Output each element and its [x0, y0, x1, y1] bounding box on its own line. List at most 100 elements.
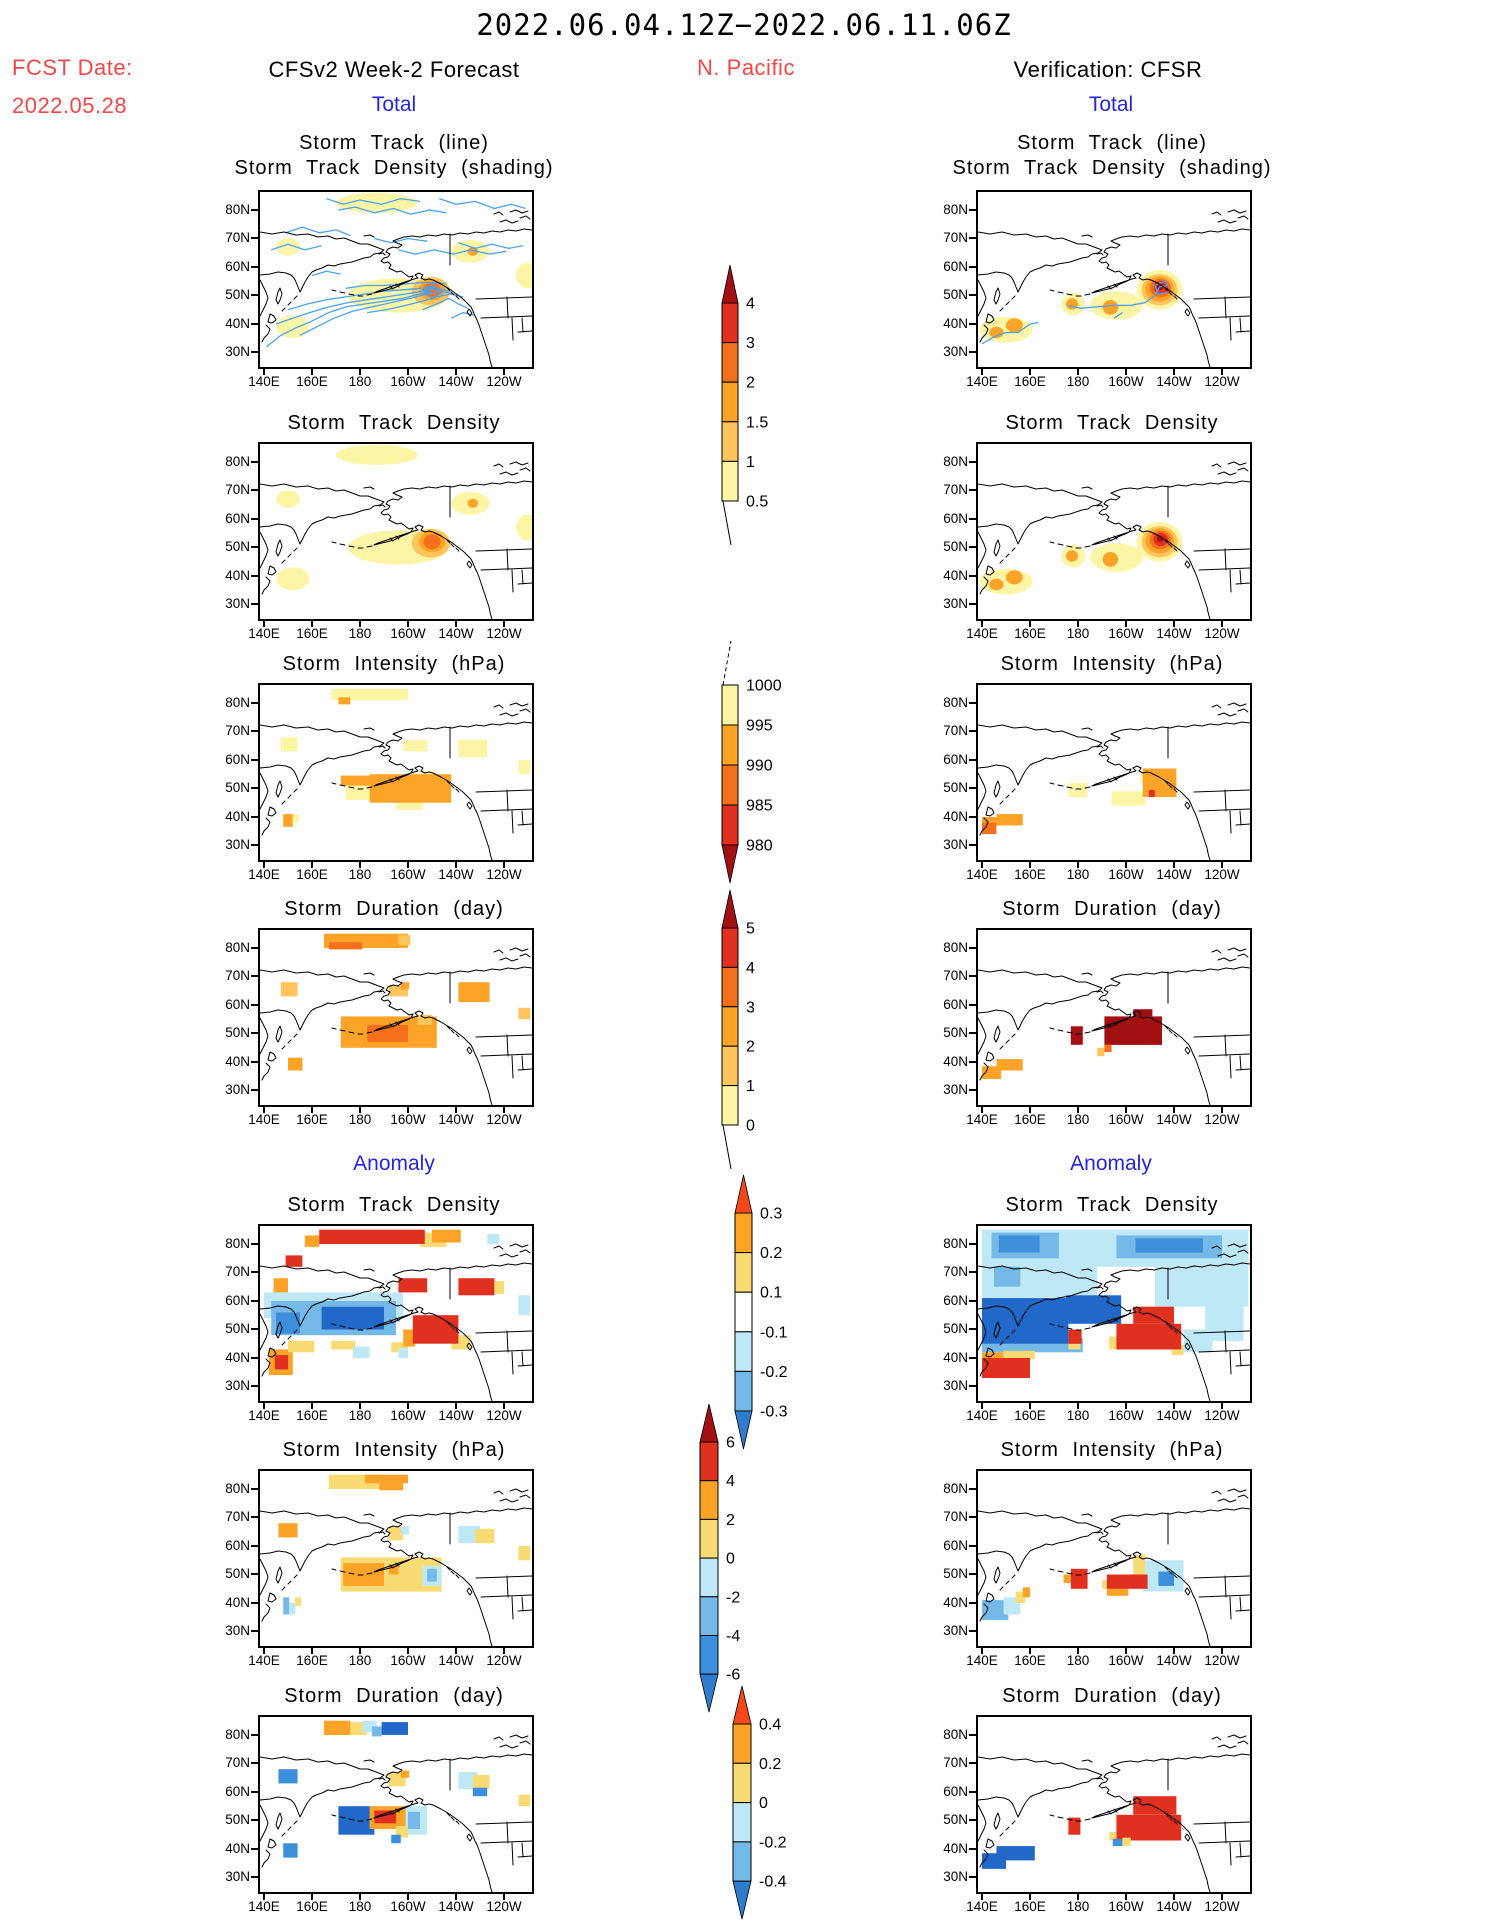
lat-tick-mark — [969, 574, 976, 577]
lon-tick-label: 140W — [438, 1408, 474, 1423]
lon-tick-mark — [1125, 862, 1127, 868]
lon-tick-label: 120W — [486, 1408, 522, 1423]
lon-tick-label: 160E — [1014, 1408, 1046, 1423]
lat-tick-mark — [969, 1299, 976, 1302]
lon-tick-label: 160W — [390, 626, 426, 641]
lat-tick-label: 30N — [225, 1623, 250, 1639]
lat-tick-label: 40N — [943, 315, 968, 331]
lat-tick-mark — [969, 758, 976, 761]
colorbar-canvas: 6 4 2 0 -2 -4 -6 — [699, 1403, 740, 1713]
lat-tick-label: 70N — [225, 482, 250, 498]
panel-title: Storm Intensity (hPa) — [916, 652, 1308, 677]
lon-tick-label: 120W — [486, 1899, 522, 1914]
lon-tick-mark — [1221, 1403, 1223, 1409]
lon-tick-mark — [263, 1648, 265, 1654]
lat-tick-label: 30N — [943, 1623, 968, 1639]
lon-tick-label: 160E — [1014, 626, 1046, 641]
lat-tick-mark — [969, 208, 976, 211]
lon-tick-mark — [1125, 1403, 1127, 1409]
lon-tick-label: 140W — [1156, 1408, 1192, 1423]
lon-tick-label: 160E — [296, 626, 328, 641]
lon-tick-label: 140W — [438, 1112, 474, 1127]
lat-tick-label: 30N — [943, 1378, 968, 1394]
map-forecast-anomaly-intensity: 80N 70N 60N 50N 40N 30N 140E 160E 180 160W 140W 120… — [225, 1469, 534, 1668]
lon-tick-mark — [1221, 862, 1223, 868]
lat-tick-label: 70N — [943, 1755, 968, 1771]
lat-tick-mark — [969, 265, 976, 268]
panel-title-line: Storm Track (line) — [299, 132, 489, 154]
lat-tick-label: 40N — [225, 808, 250, 824]
lat-tick-mark — [969, 603, 976, 606]
lon-tick-label: 140W — [1156, 1112, 1192, 1127]
lon-tick-label: 160E — [1014, 1653, 1046, 1668]
lon-tick-mark — [311, 1403, 313, 1409]
map-canvas — [978, 1229, 1250, 1401]
panel-title: Storm Track (line) Storm Track Density (… — [198, 131, 590, 181]
lat-tick-mark — [969, 1032, 976, 1035]
lat-tick-label: 70N — [943, 968, 968, 984]
lon-tick-mark — [1173, 1107, 1175, 1113]
lon-tick-mark — [407, 1107, 409, 1113]
lat-tick-label: 30N — [225, 596, 250, 612]
colorbar-tick-label: 980 — [746, 838, 773, 855]
lon-tick-mark — [981, 1107, 983, 1113]
colorbar-canvas: 0.4 0.2 0 -0.2 -0.4 — [732, 1685, 787, 1920]
lat-tick-mark — [969, 1630, 976, 1633]
colorbar-anomaly-intensity: 6 4 2 0 -2 -4 -6 — [688, 1390, 798, 1731]
map-canvas — [260, 192, 532, 367]
map-verification-anomaly-track-density: 80N 70N 60N 50N 40N 30N 140E 160E 180 160W 140W 120… — [943, 1224, 1252, 1423]
lon-tick-mark — [1077, 369, 1079, 375]
panel-title: Storm Track Density — [198, 411, 590, 436]
lon-tick-label: 160W — [390, 1408, 426, 1423]
colorbar-bottom-tail — [722, 1124, 732, 1170]
lat-tick-label: 60N — [943, 1537, 968, 1553]
lon-tick-mark — [359, 369, 361, 375]
lat-tick-mark — [251, 322, 258, 325]
lon-tick-mark — [359, 1107, 361, 1113]
map-verification-storm-track: 80N 70N 60N 50N 40N 30N 140E 160E 180 160W 140W 120… — [943, 190, 1252, 389]
lat-tick-mark — [969, 701, 976, 704]
lon-tick-label: 160W — [1108, 1112, 1144, 1127]
lat-tick-label: 30N — [225, 837, 250, 853]
lon-tick-mark — [1125, 621, 1127, 627]
lat-tick-label: 60N — [225, 1292, 250, 1308]
lat-tick-mark — [251, 1003, 258, 1006]
lon-tick-label: 140E — [248, 867, 280, 882]
lon-tick-mark — [407, 621, 409, 627]
lat-tick-mark — [969, 815, 976, 818]
lon-tick-label: 160E — [296, 1408, 328, 1423]
lon-tick-mark — [1029, 862, 1031, 868]
lon-tick-label: 140E — [966, 867, 998, 882]
panel-title-line: Storm Intensity (hPa) — [282, 653, 506, 675]
lat-tick-label: 70N — [225, 968, 250, 984]
coastline-layer — [978, 461, 1250, 619]
map-canvas — [978, 1488, 1250, 1646]
lat-tick-label: 80N — [943, 453, 968, 469]
lat-tick-label: 70N — [225, 1264, 250, 1280]
lon-tick-mark — [981, 621, 983, 627]
colorbar-tick-label: 4 — [746, 960, 755, 977]
lat-tick-mark — [969, 1328, 976, 1331]
lon-tick-label: 160W — [1108, 1653, 1144, 1668]
lat-tick-mark — [251, 603, 258, 606]
lon-tick-label: 160E — [1014, 374, 1046, 389]
colorbar-top-tail — [722, 640, 732, 686]
colorbar-tick-label: 2 — [746, 1039, 755, 1056]
colorbar-canvas: 5 4 3 2 1 0 — [721, 889, 755, 1170]
colorbar-tick-label: -4 — [726, 1628, 740, 1645]
lat-tick-mark — [251, 208, 258, 211]
lat-tick-mark — [251, 351, 258, 354]
lon-tick-mark — [311, 369, 313, 375]
panel-title: Storm Duration (day) — [198, 897, 590, 922]
lat-tick-label: 70N — [225, 1755, 250, 1771]
lon-tick-label: 140E — [248, 1653, 280, 1668]
colorbar-canvas: 4 3 2 1.5 1 0.5 — [721, 264, 768, 546]
shading-layer — [278, 1474, 531, 1615]
lon-tick-mark — [311, 1107, 313, 1113]
lon-tick-label: 180 — [348, 626, 372, 641]
lon-tick-mark — [1077, 1403, 1079, 1409]
map-canvas — [978, 1734, 1250, 1892]
lon-tick-label: 120W — [1204, 1408, 1240, 1423]
lon-tick-label: 120W — [486, 374, 522, 389]
storm-track-lines-layer — [981, 280, 1169, 345]
